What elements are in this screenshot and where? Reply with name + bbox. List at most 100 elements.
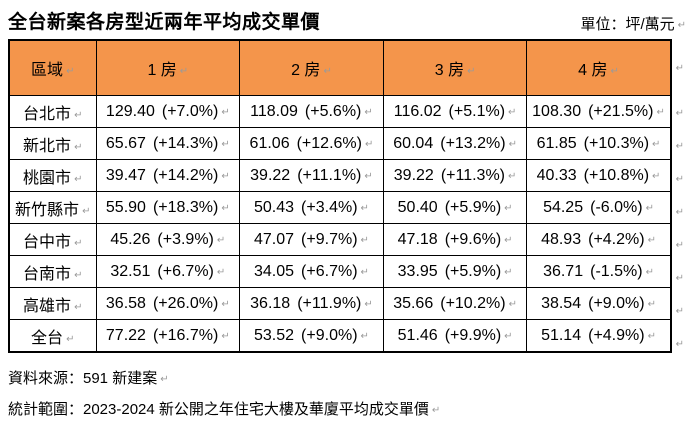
end-of-row-mark-icon: ↵	[675, 240, 684, 251]
price-cell: 38.54 (+9.0%) ↵	[526, 287, 672, 320]
column-header-label: 1 房	[147, 62, 177, 79]
row-end-marks: ↵ ↵ ↵ ↵ ↵ ↵ ↵ ↵ ↵	[676, 39, 684, 361]
price-cell: 129.40 (+7.0%) ↵	[95, 95, 241, 128]
end-of-cell-mark-icon: ↵	[221, 298, 230, 310]
end-of-cell-mark-icon: ↵	[504, 330, 513, 342]
table-header-row: 區域 ↵ 1 房 ↵ 2 房 ↵ 3 房 ↵ 4 房 ↵	[8, 39, 672, 96]
change-value: (+4.2%)	[588, 230, 645, 248]
price-value: 55.90	[105, 198, 146, 216]
price-value: 50.40	[397, 198, 438, 216]
end-of-cell-mark-icon: ↵	[66, 66, 75, 77]
table-row: 台中市 ↵ 45.26 (+3.9%) ↵ 47.07 (+9.7%) ↵ 47.18 (+9.6…	[8, 223, 672, 256]
end-of-cell-mark-icon: ↵	[221, 202, 230, 214]
end-of-row-mark-icon: ↵	[675, 207, 684, 218]
region-cell: 台北市 ↵	[8, 95, 97, 128]
column-header-label: 4 房	[578, 62, 608, 79]
change-value: (+12.6%)	[296, 134, 362, 152]
end-of-cell-mark-icon: ↵	[504, 266, 513, 278]
column-header-room-1: 1 房 ↵	[95, 39, 241, 96]
region-label: 台北市	[23, 105, 72, 123]
price-cell: 34.05 (+6.7%) ↵	[239, 255, 384, 288]
footer-notes: 資料來源：591 新建案 ↵ 統計範圍：2023-2024 新公開之年住宅大樓及華…	[8, 364, 684, 426]
column-header-label: 3 房	[434, 62, 465, 79]
end-of-cell-mark-icon: ↵	[364, 298, 373, 310]
end-of-cell-mark-icon: ↵	[364, 138, 374, 150]
change-value: (+16.7%)	[152, 326, 219, 344]
price-cell: 54.25 (-6.0%) ↵	[526, 191, 672, 224]
change-value: (+26.0%)	[152, 294, 219, 312]
end-of-cell-mark-icon: ↵	[216, 234, 226, 246]
end-of-cell-mark-icon: ↵	[504, 234, 513, 246]
price-cell: 33.95 (+5.9%) ↵	[382, 255, 528, 288]
price-value: 32.51	[110, 262, 151, 280]
price-value: 39.22	[250, 166, 291, 184]
price-value: 108.30	[532, 102, 582, 120]
change-value: (-6.0%)	[590, 198, 643, 216]
column-header-room-4: 4 房 ↵	[526, 39, 672, 96]
end-of-cell-mark-icon: ↵	[216, 266, 226, 278]
price-cell: 40.33 (+10.8%) ↵	[526, 159, 672, 192]
end-of-row-mark-icon: ↵	[675, 141, 684, 152]
region-label: 台南市	[23, 265, 72, 283]
end-of-row-mark-icon: ↵	[675, 306, 684, 317]
price-value: 51.14	[541, 326, 582, 344]
change-value: (+21.5%)	[588, 102, 654, 120]
price-cell: 48.93 (+4.2%) ↵	[526, 223, 672, 256]
change-value: (+14.2%)	[152, 166, 219, 184]
price-cell: 61.85 (+10.3%) ↵	[526, 127, 672, 160]
change-value: (+3.9%)	[157, 230, 214, 248]
table-header: 區域 ↵ 1 房 ↵ 2 房 ↵ 3 房 ↵ 4 房 ↵	[8, 39, 672, 96]
change-value: (+6.7%)	[157, 262, 214, 280]
price-cell: 36.71 (-1.5%) ↵	[526, 255, 672, 288]
price-value: 36.18	[250, 294, 291, 312]
price-value: 50.43	[254, 198, 295, 216]
end-of-cell-mark-icon: ↵	[74, 269, 83, 281]
price-cell: 45.26 (+3.9%) ↵	[95, 223, 241, 256]
change-value: (+10.3%)	[583, 134, 650, 152]
change-value: (+3.4%)	[301, 198, 358, 216]
price-value: 61.06	[249, 134, 290, 152]
region-label: 新竹縣市	[15, 201, 80, 219]
end-of-cell-mark-icon: ↵	[74, 237, 83, 249]
end-of-cell-mark-icon: ↵	[508, 170, 517, 182]
end-of-cell-mark-icon: ↵	[647, 330, 656, 342]
price-cell: 50.40 (+5.9%) ↵	[382, 191, 528, 224]
table-row: 新竹縣市 ↵ 55.90 (+18.3%) ↵ 50.43 (+3.4%) ↵ 50.40 (+5…	[8, 191, 672, 224]
end-of-cell-mark-icon: ↵	[508, 298, 517, 310]
price-value: 36.58	[105, 294, 146, 312]
end-of-cell-mark-icon: ↵	[360, 330, 369, 342]
table-row: 高雄市 ↵ 36.58 (+26.0%) ↵ 36.18 (+11.9%) ↵ 35.66 (+1…	[8, 287, 672, 320]
price-value: 53.52	[254, 326, 295, 344]
paragraph-mark-icon: ↵	[677, 20, 686, 31]
end-of-row-mark-icon: ↵	[675, 273, 684, 284]
price-value: 65.67	[105, 134, 146, 152]
price-cell: 35.66 (+10.2%) ↵	[382, 287, 528, 320]
end-of-row-mark-icon: ↵	[675, 174, 684, 185]
price-cell: 50.43 (+3.4%) ↵	[239, 191, 384, 224]
price-value: 45.26	[110, 230, 151, 248]
end-of-cell-mark-icon: ↵	[66, 333, 75, 345]
end-of-cell-mark-icon: ↵	[647, 234, 656, 246]
price-cell: 36.58 (+26.0%) ↵	[95, 287, 241, 320]
price-cell: 118.09 (+5.6%) ↵	[239, 95, 384, 128]
change-value: (+10.2%)	[440, 294, 506, 312]
table-row: 台北市 ↵ 129.40 (+7.0%) ↵ 118.09 (+5.6%) ↵ 116.02 (+…	[8, 95, 672, 128]
price-cell: 77.22 (+16.7%) ↵	[95, 319, 241, 353]
column-header-room-3: 3 房 ↵	[382, 39, 528, 96]
region-label: 桃園市	[23, 169, 72, 187]
price-cell: 61.06 (+12.6%) ↵	[239, 127, 384, 160]
table-wrap: 區域 ↵ 1 房 ↵ 2 房 ↵ 3 房 ↵ 4 房 ↵ 台北市 ↵ 129.40 (+7.0%) ↵ 11…	[8, 39, 684, 361]
price-value: 61.85	[536, 134, 577, 152]
column-header-label: 區域	[31, 62, 64, 79]
end-of-cell-mark-icon: ↵	[74, 301, 83, 313]
end-of-cell-mark-icon: ↵	[647, 298, 656, 310]
price-value: 47.07	[254, 230, 295, 248]
region-label: 高雄市	[23, 297, 72, 315]
price-value: 36.71	[543, 262, 584, 280]
end-of-cell-mark-icon: ↵	[323, 66, 332, 77]
end-of-cell-mark-icon: ↵	[652, 138, 661, 150]
region-cell: 新竹縣市 ↵	[8, 191, 97, 224]
price-cell: 116.02 (+5.1%) ↵	[382, 95, 528, 128]
price-value: 40.33	[536, 166, 577, 184]
price-value: 39.47	[105, 166, 146, 184]
